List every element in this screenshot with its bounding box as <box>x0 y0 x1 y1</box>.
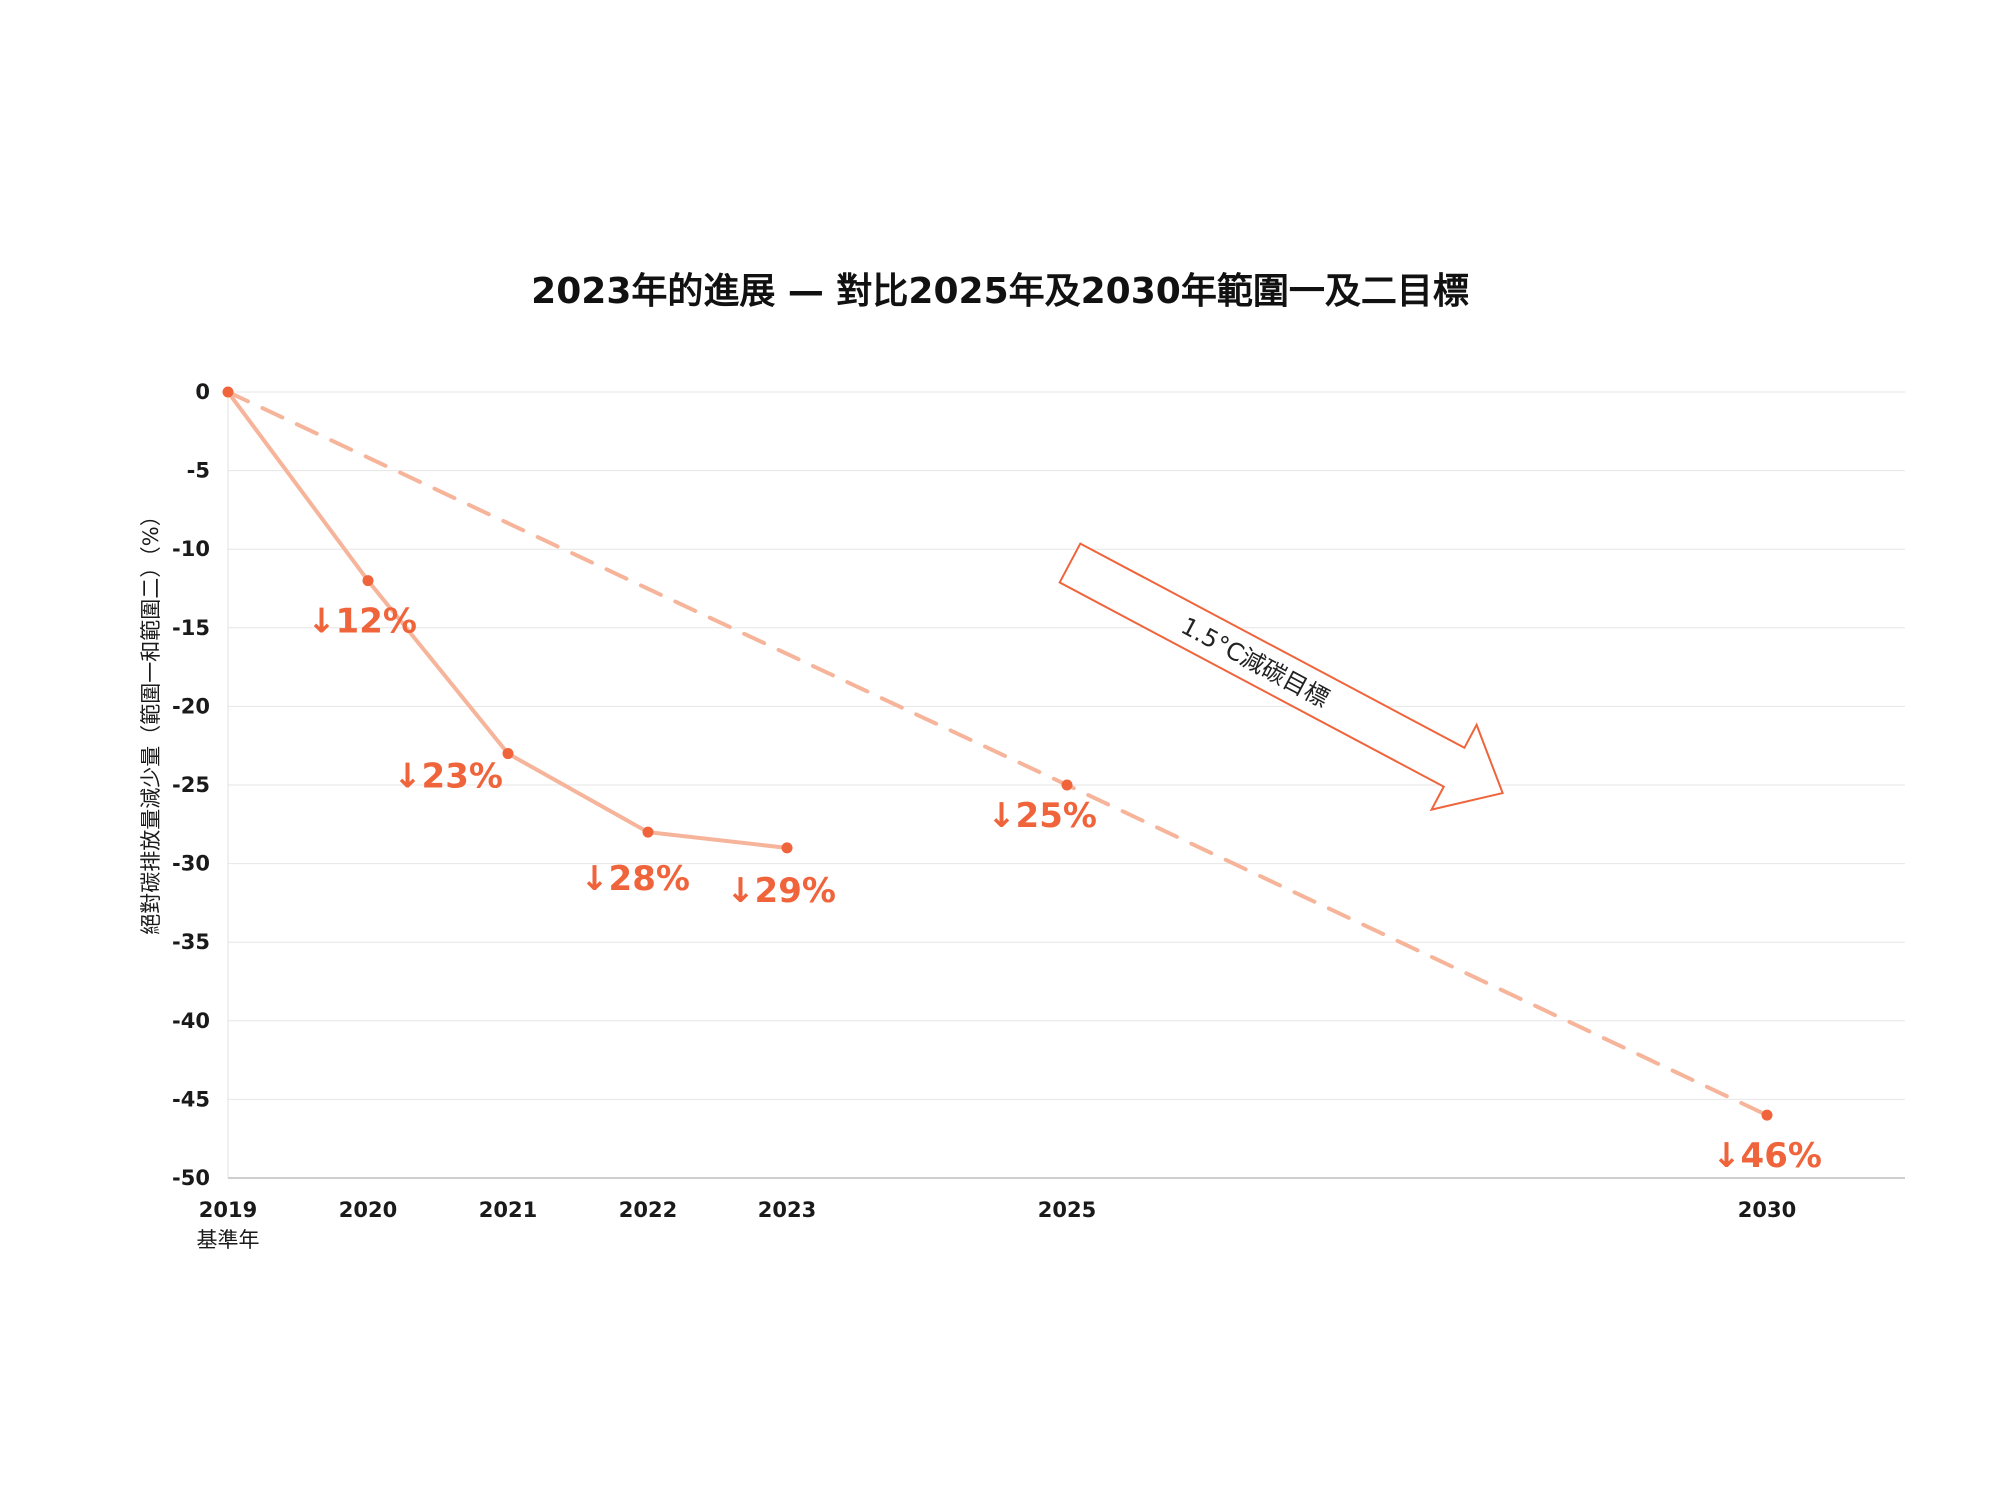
data-label-layer: ↓12% ↓23% ↓28% ↓29% ↓25% ↓46% <box>307 602 1822 1176</box>
x-tick-label: 2023 <box>758 1198 816 1222</box>
data-label: ↓46% <box>1712 1136 1822 1176</box>
data-label: ↓29% <box>726 871 836 911</box>
y-tick-label: -15 <box>172 616 210 640</box>
x-tick-label: 2021 <box>479 1198 537 1222</box>
data-point <box>362 575 374 587</box>
x-tick-label: 2025 <box>1038 1198 1096 1222</box>
x-tick-label: 2030 <box>1738 1198 1796 1222</box>
y-tick-label: -35 <box>172 930 210 954</box>
data-point <box>1061 779 1073 791</box>
y-axis-label: 絕對碳排放量減少量（範圍一和範圍二）（%） <box>139 505 163 934</box>
target-arrow-shape <box>1058 542 1504 812</box>
y-tick-label: -10 <box>172 537 210 561</box>
data-label: ↓12% <box>307 602 417 642</box>
grid-layer <box>228 391 1905 1179</box>
axis-layer: 0 -5 -10 -15 -20 -25 -30 -35 -40 -45 -50 2019 基準年 202… <box>172 380 1796 1252</box>
data-point <box>222 386 234 398</box>
data-point <box>642 826 654 838</box>
x-tick-label: 2022 <box>619 1198 677 1222</box>
data-point <box>502 748 514 760</box>
y-tick-label: -25 <box>172 773 210 797</box>
y-tick-label: -30 <box>172 852 210 876</box>
series-layer <box>222 386 1773 1121</box>
y-tick-label: 0 <box>195 380 210 404</box>
y-tick-label: -45 <box>172 1087 210 1111</box>
target-arrow: 1.5°C減碳目標 <box>1058 542 1504 812</box>
y-tick-label: -20 <box>172 694 210 718</box>
chart-title: 2023年的進展 — 對比2025年及2030年範圍一及二目標 <box>531 271 1469 312</box>
y-tick-label: -50 <box>172 1166 210 1190</box>
x-tick-label: 2020 <box>339 1198 397 1222</box>
data-label: ↓25% <box>987 796 1097 836</box>
data-point <box>781 842 793 854</box>
x-tick-label: 2019 <box>199 1198 257 1222</box>
data-label: ↓28% <box>580 859 690 899</box>
y-tick-label: -40 <box>172 1009 210 1033</box>
x-tick-sublabel: 基準年 <box>197 1228 260 1252</box>
data-label: ↓23% <box>393 757 503 797</box>
data-point <box>1761 1109 1773 1121</box>
target-arrow-label: 1.5°C減碳目標 <box>1176 612 1333 713</box>
target-line <box>226 390 1769 1118</box>
y-tick-label: -5 <box>187 459 210 483</box>
